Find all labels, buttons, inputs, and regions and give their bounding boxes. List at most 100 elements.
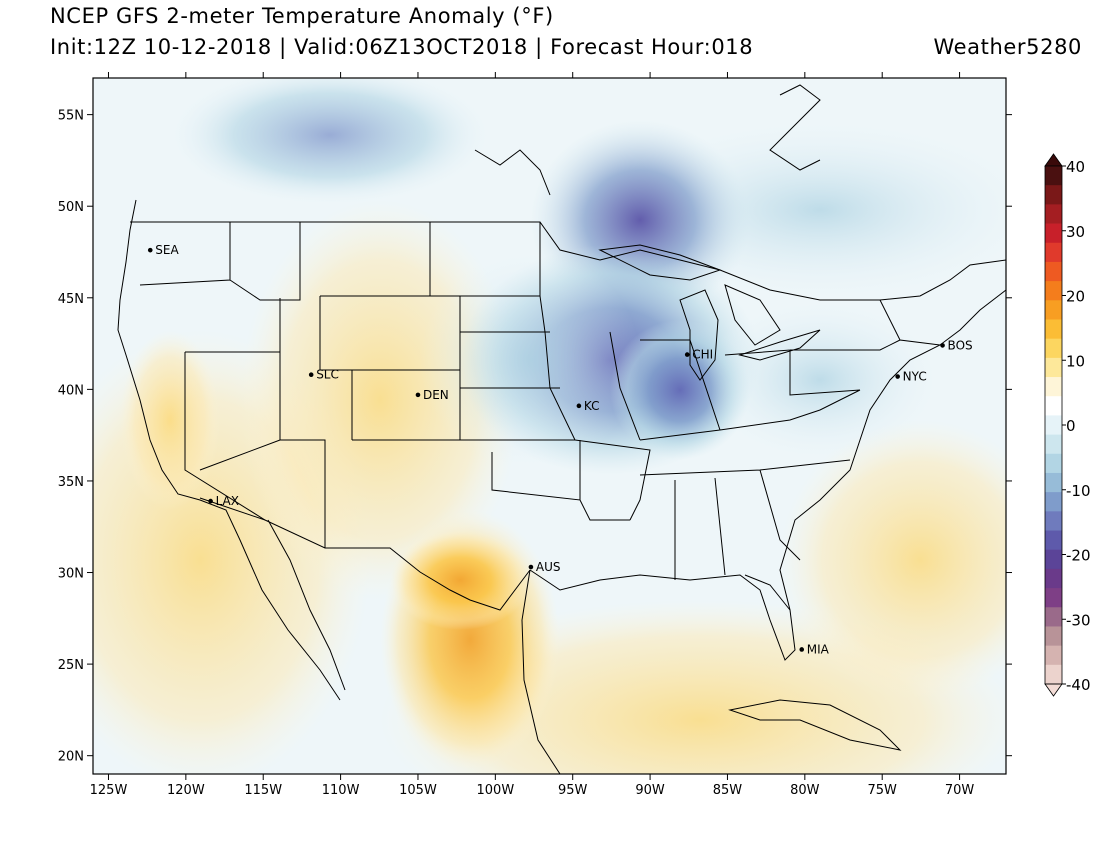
page-title: NCEP GFS 2-meter Temperature Anomaly (°F… <box>50 4 554 28</box>
colorbar-min-arrow <box>1044 683 1063 697</box>
lon-label: 125W <box>90 783 128 798</box>
colorbar-swatch <box>1045 453 1062 474</box>
city-label-den: DEN <box>423 388 449 402</box>
colorbar-label: -10 <box>1066 482 1091 500</box>
colorbar-swatch <box>1045 664 1062 685</box>
lon-label: 115W <box>244 783 282 798</box>
colorbar-swatch <box>1045 492 1062 512</box>
gulf-coast-line <box>529 289 1006 661</box>
colorbar-swatch <box>1045 626 1062 647</box>
colorbar-swatch <box>1045 319 1062 340</box>
lat-label: 35N <box>58 475 84 490</box>
colorbar-label: 20 <box>1066 288 1085 306</box>
colorbar-swatch <box>1045 166 1062 186</box>
colorbar-swatch <box>1045 645 1062 666</box>
colorbar-swatch <box>1045 607 1062 627</box>
great-lakes-michigan <box>679 289 719 381</box>
colorbar-swatch <box>1045 588 1062 608</box>
colorbar-label: -20 <box>1066 547 1091 565</box>
lat-label: 20N <box>58 750 84 765</box>
florida-line <box>744 574 791 611</box>
colorbar-swatch <box>1045 338 1062 359</box>
cuba-line <box>728 699 902 751</box>
city-dot-aus <box>528 564 534 570</box>
lat-label: 55N <box>58 109 84 124</box>
baja-gulf-line <box>267 519 346 691</box>
lon-label: 85W <box>713 783 743 798</box>
city-dot-sea <box>147 247 153 253</box>
brand-label: Weather5280 <box>933 35 1082 59</box>
colorbar-label: 0 <box>1066 417 1076 435</box>
lon-label: 90W <box>635 783 665 798</box>
cities-layer: SEA SLC DEN KC CHI NYC BOS LAX AUS MIA <box>147 243 973 656</box>
lon-label: 80W <box>790 783 820 798</box>
colorbar-swatch <box>1045 357 1062 378</box>
city-dot-chi <box>684 352 690 357</box>
city-label-aus: AUS <box>536 560 561 574</box>
great-lakes-erie <box>738 329 821 361</box>
colorbar-swatch <box>1045 549 1062 570</box>
colorbar-swatch <box>1045 300 1062 320</box>
lat-label: 45N <box>58 292 84 307</box>
west-coast-line <box>117 199 341 701</box>
colorbar-label: -30 <box>1066 611 1091 629</box>
us-canada-border <box>130 221 1006 301</box>
page-subtitle: Init:12Z 10-12-2018 | Valid:06Z13OCT2018… <box>50 35 754 59</box>
city-label-slc: SLC <box>316 368 339 382</box>
latitude-axis: 55N 50N 45N 40N 35N 30N 25N 20N <box>58 109 1012 765</box>
longitude-axis: 125W 120W 115W 110W 105W 100W 95W 90W 85W 80W 75W 7… <box>90 72 975 798</box>
city-dot-kc <box>576 403 582 409</box>
colorbar-swatch <box>1045 185 1062 205</box>
colorbar-label: -40 <box>1066 676 1091 694</box>
colorbar-swatch <box>1045 377 1062 397</box>
city-label-kc: KC <box>584 399 600 413</box>
colorbar-swatch <box>1045 415 1062 435</box>
lon-label: 75W <box>868 783 898 798</box>
geography-lines <box>117 84 1006 774</box>
colorbar-swatch <box>1045 530 1062 551</box>
city-dot-den <box>415 392 421 398</box>
lon-label: 110W <box>322 783 360 798</box>
colorbar-swatch <box>1045 204 1062 224</box>
city-dot-nyc <box>895 374 900 379</box>
colorbar-swatch <box>1045 511 1062 531</box>
us-mexico-border <box>199 497 531 611</box>
lat-label: 25N <box>58 658 84 673</box>
city-label-lax: LAX <box>216 494 239 508</box>
colorbar-swatch <box>1045 261 1062 282</box>
colorbar-max-arrow <box>1044 153 1063 167</box>
lon-label: 105W <box>399 783 437 798</box>
colorbar: 40 30 20 10 0 -10 -20 -30 -40 <box>1044 153 1091 697</box>
colorbar-swatch <box>1045 472 1062 493</box>
state-lines-east <box>639 299 941 580</box>
lat-label: 50N <box>58 200 84 215</box>
colorbar-swatch <box>1045 396 1062 416</box>
city-label-chi: CHI <box>692 348 713 362</box>
city-dot-slc <box>308 372 314 378</box>
great-lakes-huron <box>724 284 781 346</box>
lon-label: 100W <box>477 783 515 798</box>
lon-label: 120W <box>167 783 205 798</box>
colorbar-label: 30 <box>1066 223 1085 241</box>
map-frame <box>92 77 1007 775</box>
city-dot-bos <box>940 343 945 348</box>
lon-label: 95W <box>558 783 588 798</box>
city-label-nyc: NYC <box>903 370 927 384</box>
lat-label: 30N <box>58 567 84 582</box>
colorbar-swatch <box>1045 434 1062 455</box>
mexico-gulf-line <box>521 569 561 774</box>
city-label-sea: SEA <box>155 243 179 257</box>
city-dot-mia <box>799 647 805 652</box>
colorbar-swatch <box>1045 281 1062 301</box>
hudson-bay-line <box>474 84 821 196</box>
city-dot-lax <box>208 498 213 504</box>
lat-label: 40N <box>58 383 84 398</box>
colorbar-swatch <box>1045 242 1062 263</box>
city-label-mia: MIA <box>807 642 830 656</box>
great-lakes-superior <box>598 244 722 281</box>
colorbar-label: 10 <box>1066 352 1085 370</box>
lon-label: 70W <box>945 783 975 798</box>
colorbar-swatch <box>1045 568 1062 589</box>
